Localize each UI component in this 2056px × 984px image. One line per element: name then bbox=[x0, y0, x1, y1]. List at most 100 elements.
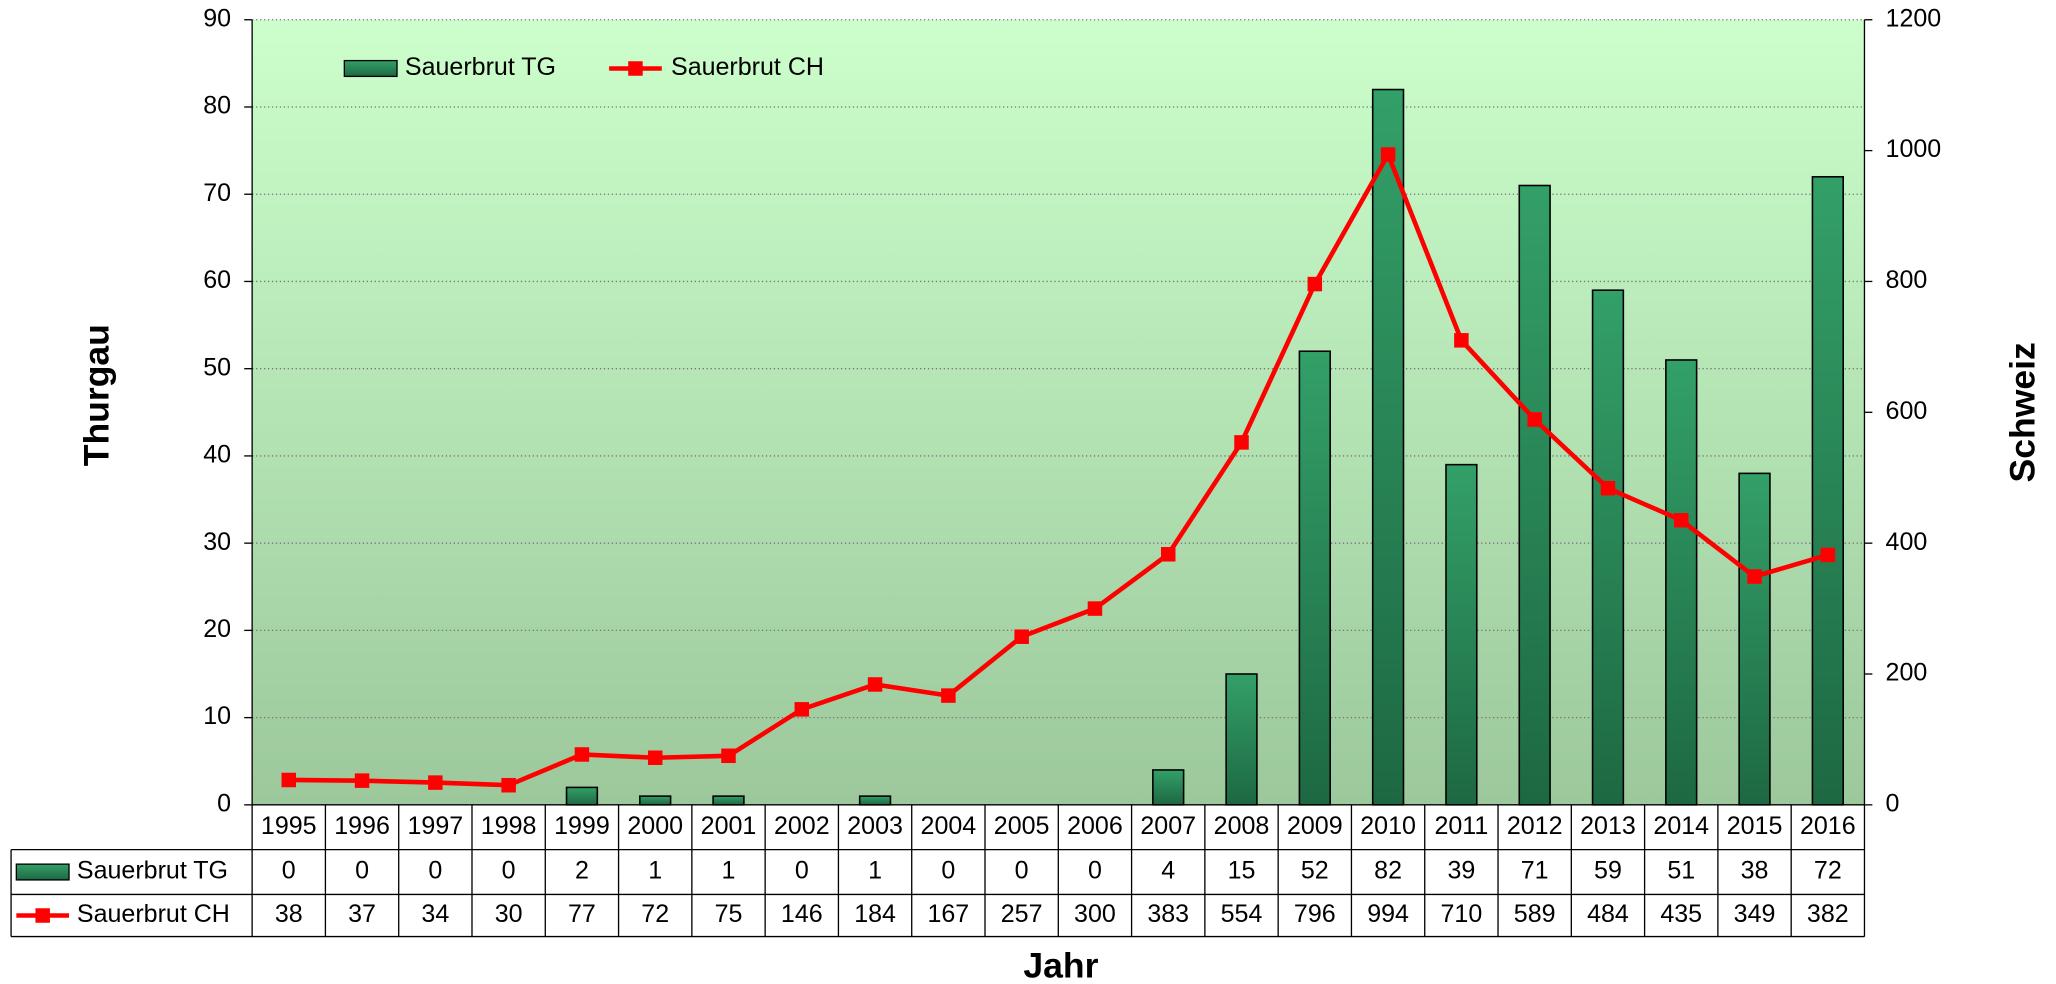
table-year: 2003 bbox=[847, 812, 903, 840]
table-year: 1996 bbox=[334, 812, 390, 840]
table-cell: 37 bbox=[348, 900, 376, 928]
table-cell: 710 bbox=[1441, 900, 1483, 928]
y2-axis-title: Schweiz bbox=[2003, 342, 2043, 482]
table-year: 1999 bbox=[554, 812, 610, 840]
table-year: 2016 bbox=[1800, 812, 1856, 840]
table-cell: 0 bbox=[502, 857, 516, 885]
table-cell: 0 bbox=[282, 857, 296, 885]
marker bbox=[647, 750, 663, 765]
table-cell: 30 bbox=[495, 900, 523, 928]
y-tick-label: 0 bbox=[217, 789, 231, 817]
table-cell: 34 bbox=[421, 900, 449, 928]
table-cell: 300 bbox=[1074, 900, 1116, 928]
marker bbox=[1234, 435, 1249, 450]
marker bbox=[721, 748, 736, 764]
y-tick-label: 10 bbox=[203, 702, 231, 730]
table-cell: 796 bbox=[1294, 900, 1336, 928]
table-cell: 51 bbox=[1667, 857, 1695, 885]
table-year: 2001 bbox=[701, 812, 757, 840]
line bbox=[288, 149, 1829, 788]
marker bbox=[1527, 412, 1542, 427]
marker bbox=[1454, 333, 1469, 348]
table-cell: 1 bbox=[868, 857, 882, 885]
table-cell: 15 bbox=[1228, 857, 1256, 885]
marker bbox=[1600, 480, 1616, 496]
bar bbox=[1298, 350, 1331, 806]
legend-swatch bbox=[343, 59, 398, 78]
y2-tick-label: 0 bbox=[1886, 789, 1900, 817]
table-year: 2000 bbox=[627, 812, 683, 840]
table-year: 2013 bbox=[1580, 812, 1636, 840]
marker bbox=[574, 747, 590, 762]
marker bbox=[941, 688, 956, 703]
y-axis-title: Thurgau bbox=[77, 324, 117, 466]
table-cell: 0 bbox=[355, 857, 369, 885]
legend-label: Sauerbrut CH bbox=[671, 53, 824, 81]
marker bbox=[1307, 276, 1323, 292]
table-year: 1995 bbox=[261, 812, 317, 840]
y-tick-label: 30 bbox=[203, 528, 231, 556]
bar bbox=[858, 795, 892, 806]
table-year: 2010 bbox=[1360, 812, 1416, 840]
table-year: 2007 bbox=[1140, 812, 1196, 840]
table-cell: 71 bbox=[1521, 857, 1549, 885]
table-cell: 0 bbox=[1088, 857, 1102, 885]
bar bbox=[565, 786, 599, 806]
legend-marker bbox=[35, 908, 50, 923]
y-tick-label: 50 bbox=[203, 353, 231, 381]
table-cell: 82 bbox=[1374, 857, 1402, 885]
marker bbox=[281, 772, 297, 788]
table-year: 2011 bbox=[1434, 812, 1488, 840]
legend-swatch bbox=[15, 863, 70, 881]
table-cell: 75 bbox=[715, 900, 743, 928]
table-cell: 0 bbox=[795, 857, 809, 885]
y-tick-label: 80 bbox=[203, 92, 231, 120]
y2-tick-label: 800 bbox=[1886, 266, 1928, 294]
marker bbox=[1087, 601, 1103, 616]
table-cell: 38 bbox=[1741, 857, 1769, 885]
table-year: 2004 bbox=[921, 812, 977, 840]
bar bbox=[1371, 88, 1405, 806]
y-tick-label: 70 bbox=[203, 179, 231, 207]
marker bbox=[794, 702, 810, 717]
marker bbox=[867, 677, 883, 692]
table-cell: 59 bbox=[1594, 857, 1622, 885]
marker bbox=[354, 773, 370, 788]
table-year: 2012 bbox=[1507, 812, 1563, 840]
table-cell: 349 bbox=[1734, 900, 1776, 928]
bar bbox=[1811, 175, 1845, 806]
marker bbox=[1747, 569, 1762, 584]
marker bbox=[1160, 547, 1176, 562]
marker bbox=[1820, 547, 1836, 563]
table-cell: 38 bbox=[275, 900, 303, 928]
table-year: 1997 bbox=[408, 812, 464, 840]
table-cell: 72 bbox=[641, 900, 669, 928]
table-year: 1998 bbox=[481, 812, 537, 840]
bar bbox=[1518, 184, 1551, 806]
x-axis-title: Jahr bbox=[1023, 946, 1098, 984]
table-cell: 589 bbox=[1514, 900, 1556, 928]
y-tick-label: 40 bbox=[203, 441, 231, 469]
table-cell: 383 bbox=[1147, 900, 1189, 928]
legend-label: Sauerbrut TG bbox=[405, 53, 556, 81]
table-year: 2006 bbox=[1067, 812, 1123, 840]
bar bbox=[1152, 769, 1185, 806]
table-cell: 72 bbox=[1814, 857, 1842, 885]
legend-marker bbox=[628, 61, 643, 76]
table-cell: 257 bbox=[1001, 900, 1043, 928]
bar bbox=[1665, 359, 1698, 806]
table-cell: 4 bbox=[1161, 857, 1175, 885]
table-cell: 184 bbox=[854, 900, 896, 928]
table-cell: 0 bbox=[428, 857, 442, 885]
bar bbox=[712, 795, 745, 806]
bar bbox=[1225, 673, 1258, 806]
table-cell: 2 bbox=[575, 857, 589, 885]
table-cell: 77 bbox=[568, 900, 596, 928]
table-cell: 52 bbox=[1301, 857, 1329, 885]
bar bbox=[1591, 289, 1625, 806]
table-cell: 994 bbox=[1367, 900, 1409, 928]
table-series-label: Sauerbrut CH bbox=[77, 900, 230, 928]
table-year: 2008 bbox=[1214, 812, 1270, 840]
